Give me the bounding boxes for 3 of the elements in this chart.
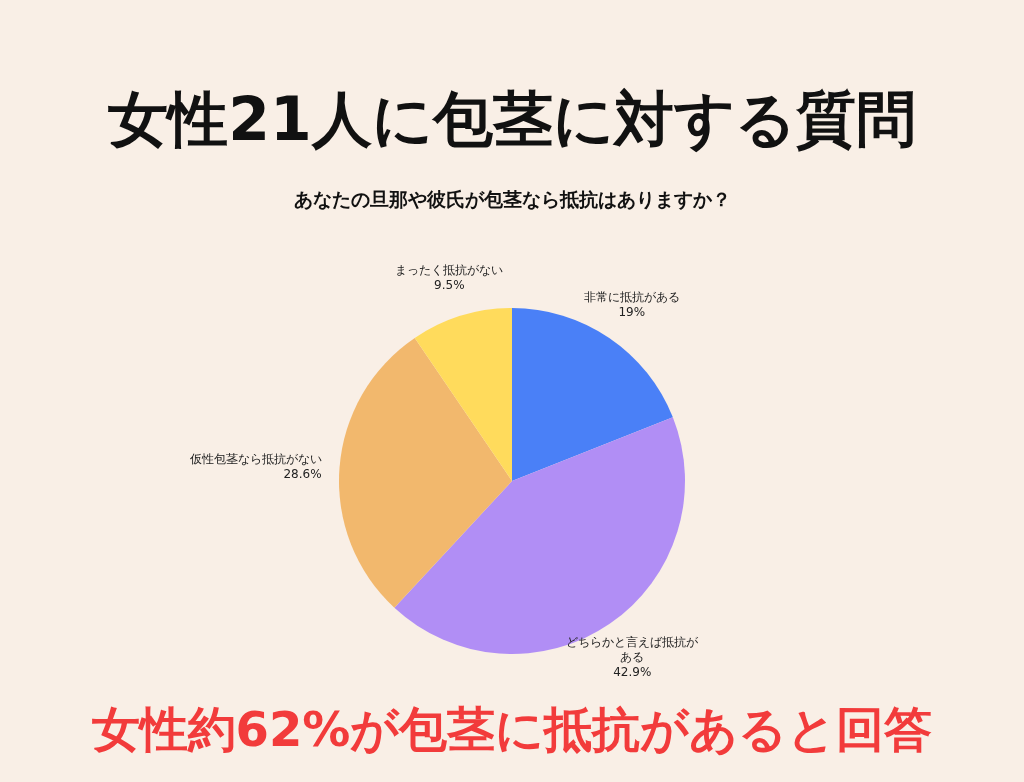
text: 女性約62%が包茎に抵抗があると回答 [91,701,933,757]
chart-title: 女性21人に包茎に対する質問 [108,84,916,154]
chart-subtitle: あなたの旦那や彼氏が包茎なら抵抗はありますか？ [293,188,731,210]
